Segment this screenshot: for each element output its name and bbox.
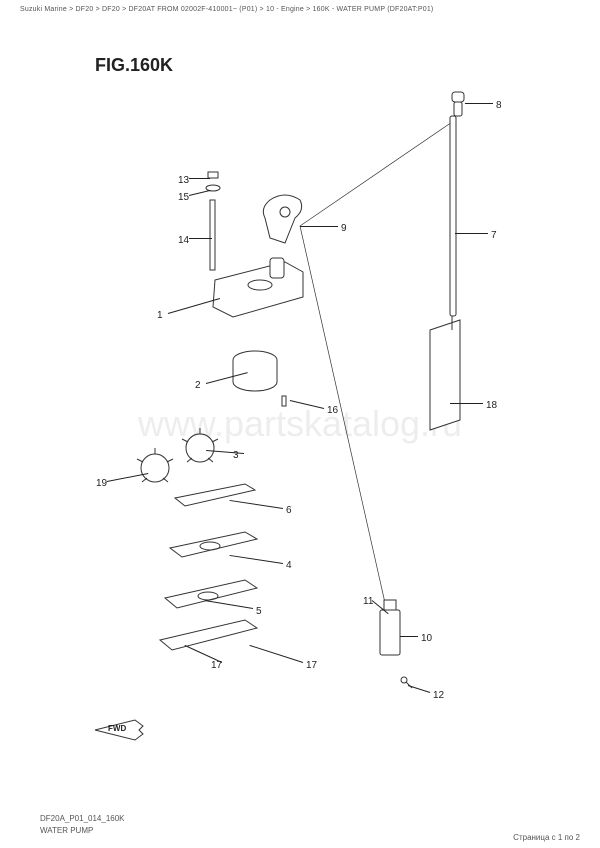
- fwd-label: FWD: [108, 724, 126, 733]
- callout-9: 9: [340, 223, 348, 234]
- part-10-11-12: [380, 600, 412, 688]
- footer-page: Страница с 1 по 2: [513, 833, 580, 842]
- callout-13: 13: [177, 175, 190, 186]
- diagram-canvas: [0, 0, 600, 848]
- callout-15: 15: [177, 192, 190, 203]
- callout-12: 12: [432, 690, 445, 701]
- part-4: [170, 532, 257, 557]
- leader-line: [189, 178, 210, 179]
- part-16: [282, 396, 286, 406]
- part-2: [233, 351, 277, 391]
- part-7: [450, 116, 456, 316]
- callout-2: 2: [194, 380, 202, 391]
- leader-line: [455, 233, 488, 234]
- part-13-15-14: [206, 172, 220, 270]
- part-3: [182, 428, 218, 462]
- footer-name: WATER PUMP: [40, 826, 93, 836]
- part-8: [452, 92, 464, 116]
- callout-8: 8: [495, 100, 503, 111]
- callout-7: 7: [490, 230, 498, 241]
- leader-line: [465, 103, 493, 104]
- part-17: [160, 620, 257, 650]
- leader-line: [189, 238, 212, 239]
- leader-line: [450, 403, 483, 404]
- callout-6: 6: [285, 505, 293, 516]
- leader-line: [400, 636, 418, 637]
- part-5: [165, 580, 257, 608]
- part-1: [213, 258, 303, 317]
- leader-line: [300, 226, 338, 227]
- part-19: [137, 448, 173, 482]
- callout-1: 1: [156, 310, 164, 321]
- callout-16: 16: [326, 405, 339, 416]
- footer-ref: DF20A_P01_014_160K: [40, 814, 125, 824]
- callout-14: 14: [177, 235, 190, 246]
- part-18: [430, 316, 460, 430]
- callout-19: 19: [95, 478, 108, 489]
- callout-18: 18: [485, 400, 498, 411]
- callout-17b: 17: [305, 660, 318, 671]
- callout-5: 5: [255, 606, 263, 617]
- part-9: [263, 195, 301, 243]
- callout-4: 4: [285, 560, 293, 571]
- callout-10: 10: [420, 633, 433, 644]
